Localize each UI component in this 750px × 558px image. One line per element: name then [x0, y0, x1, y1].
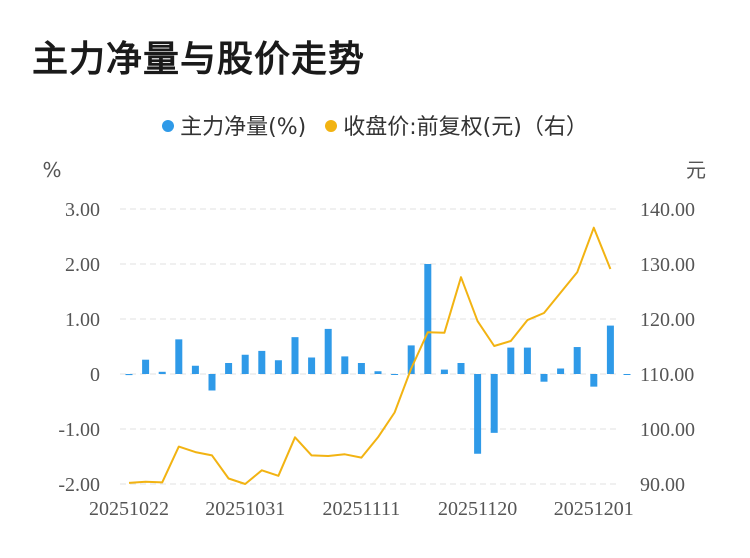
left-tick-label: 1.00 — [65, 309, 100, 331]
bar — [623, 374, 631, 375]
legend-line-label: 收盘价:前复权(元)（右） — [343, 115, 588, 140]
bar-series — [125, 264, 631, 454]
left-tick-label: -2.00 — [58, 474, 100, 496]
bar — [457, 363, 465, 374]
bar — [191, 365, 199, 374]
bar — [507, 347, 515, 374]
bar — [208, 374, 216, 391]
bar — [440, 369, 448, 374]
left-tick-label: 3.00 — [65, 199, 100, 221]
price-line — [128, 226, 612, 485]
bar — [540, 374, 548, 382]
legend-bar-swatch — [162, 120, 175, 132]
bar — [274, 360, 282, 374]
bar — [407, 345, 415, 374]
right-tick-label: 120.00 — [640, 309, 695, 331]
left-tick-label: 0 — [90, 364, 100, 386]
legend-item-line[interactable]: 收盘价:前复权(元)（右） — [325, 109, 588, 141]
bar — [573, 347, 581, 374]
left-tick-label: -1.00 — [58, 419, 100, 441]
bar — [158, 371, 166, 374]
x-tick-label: 20251022 — [89, 498, 169, 520]
left-tick-label: 2.00 — [65, 254, 100, 276]
right-axis-unit: 元 — [686, 158, 706, 182]
bar — [374, 371, 382, 374]
right-tick-label: 140.00 — [640, 199, 695, 221]
left-axis-unit: % — [42, 158, 61, 182]
bar — [142, 359, 150, 374]
bar — [391, 374, 399, 375]
right-tick-label: 110.00 — [640, 364, 694, 386]
bar — [175, 339, 183, 374]
legend-bar-label: 主力净量(%) — [180, 115, 307, 140]
bar — [258, 350, 266, 374]
right-tick-label: 130.00 — [640, 254, 695, 276]
bar — [308, 357, 316, 374]
bar — [241, 354, 249, 374]
x-tick-label: 20251111 — [323, 498, 401, 520]
bar — [523, 347, 531, 374]
bar — [341, 356, 349, 374]
bar — [490, 374, 498, 433]
bar — [125, 374, 133, 376]
legend: 主力净量(%) 收盘价:前复权(元)（右） — [0, 109, 750, 141]
legend-item-bar[interactable]: 主力净量(%) — [162, 109, 306, 141]
bar — [291, 337, 299, 374]
legend-line-swatch — [325, 120, 338, 132]
bar — [357, 363, 365, 374]
right-tick-label: 100.00 — [640, 419, 695, 441]
grid — [120, 208, 620, 485]
x-tick-label: 20251031 — [205, 498, 285, 520]
bar — [590, 374, 598, 387]
bar — [225, 363, 233, 374]
bar — [474, 374, 482, 454]
line-series — [128, 226, 612, 485]
bar — [606, 325, 614, 374]
axes: % 元 3.00 2.00 1.00 0 -1.00 -2.00 140.00 130.00 1… — [42, 158, 706, 520]
chart-title: 主力净量与股价走势 — [32, 39, 366, 80]
x-tick-label: 20251120 — [438, 498, 517, 520]
bar — [424, 264, 432, 374]
bar — [324, 328, 332, 374]
bar — [557, 368, 565, 374]
x-tick-label: 20251201 — [554, 498, 634, 520]
right-tick-label: 90.00 — [640, 474, 685, 496]
